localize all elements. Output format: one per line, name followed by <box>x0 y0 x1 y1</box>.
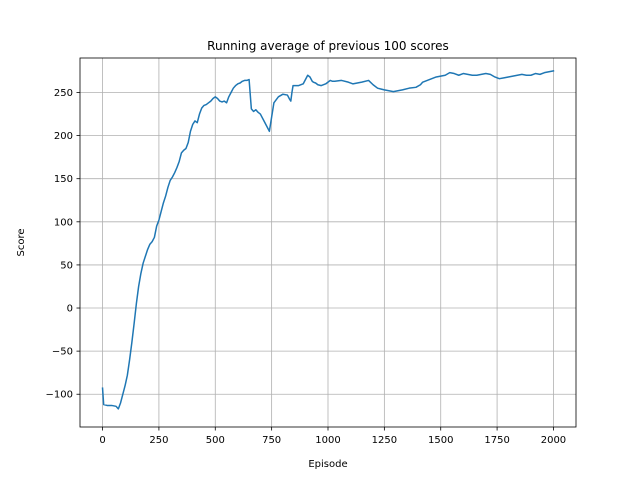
x-axis-label: Episode <box>308 459 347 470</box>
x-tick-label: 2000 <box>541 435 566 446</box>
x-tick-label: 0 <box>99 435 105 446</box>
y-tick-label: 50 <box>60 260 73 271</box>
x-tick-label: 1750 <box>484 435 509 446</box>
x-tick-label: 1000 <box>315 435 340 446</box>
running-average-line <box>101 70 555 410</box>
y-tick-label: −50 <box>52 347 73 358</box>
chart-title: Running average of previous 100 scores <box>207 39 449 53</box>
y-tick-label: 0 <box>67 304 73 315</box>
grid-lines <box>80 58 576 427</box>
tick-labels: 0 250 500 750 1000 1250 1500 1750 2000 −100 −50 0 50… <box>46 88 567 446</box>
x-tick-label: 500 <box>206 435 225 446</box>
y-tick-label: 150 <box>54 174 73 185</box>
y-axis-label: Score <box>16 228 27 256</box>
y-tick-label: 100 <box>54 217 73 228</box>
y-tick-label: 200 <box>54 131 73 142</box>
x-tick-label: 250 <box>149 435 168 446</box>
axis-ticks <box>76 92 554 431</box>
x-tick-label: 1250 <box>372 435 397 446</box>
x-tick-label: 1500 <box>428 435 453 446</box>
y-tick-label: 250 <box>54 88 73 99</box>
y-tick-label: −100 <box>46 390 73 401</box>
x-tick-label: 750 <box>262 435 281 446</box>
